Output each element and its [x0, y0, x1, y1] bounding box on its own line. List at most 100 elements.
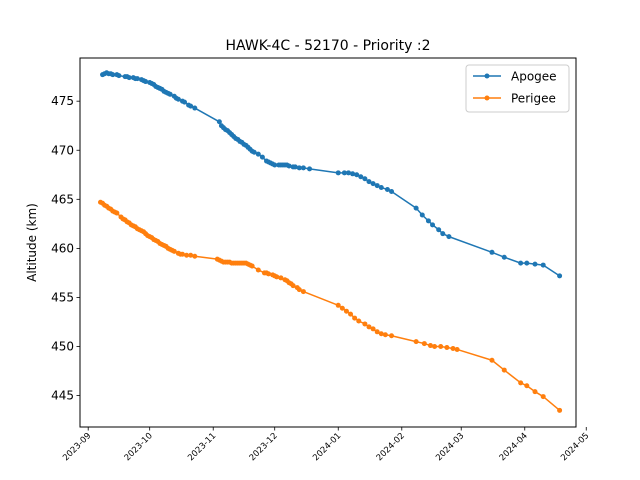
data-point-apogee	[175, 96, 181, 102]
data-point-apogee	[419, 212, 425, 218]
data-point-apogee	[489, 249, 495, 255]
data-point-perigee	[382, 332, 388, 338]
data-point-apogee	[425, 218, 431, 224]
data-point-perigee	[362, 321, 368, 327]
data-point-perigee	[184, 252, 190, 258]
data-point-apogee	[341, 170, 347, 176]
plot-area	[79, 57, 577, 428]
data-point-apogee	[524, 260, 530, 266]
y-tick-label: 460	[51, 241, 74, 255]
data-point-apogee	[362, 176, 368, 182]
data-point-perigee	[339, 305, 345, 311]
y-tick-label: 455	[51, 290, 74, 304]
data-point-perigee	[540, 394, 546, 400]
data-point-perigee	[489, 357, 495, 363]
data-point-apogee	[300, 165, 306, 171]
data-point-perigee	[296, 287, 302, 293]
data-point-apogee	[374, 183, 380, 189]
data-point-apogee	[366, 179, 372, 185]
data-point-apogee	[436, 227, 442, 233]
data-point-apogee	[358, 174, 364, 180]
legend: Apogee Perigee	[465, 64, 570, 113]
y-tick-label: 470	[51, 143, 74, 157]
data-point-perigee	[427, 343, 433, 349]
data-point-perigee	[557, 407, 563, 413]
data-point-perigee	[114, 210, 120, 216]
data-point-apogee	[350, 171, 356, 177]
data-point-apogee	[259, 154, 265, 160]
data-point-apogee	[501, 254, 507, 260]
data-point-perigee	[352, 315, 358, 321]
data-point-perigee	[192, 253, 198, 259]
data-point-perigee	[450, 345, 456, 351]
y-tick-label: 450	[51, 340, 74, 354]
data-point-apogee	[518, 260, 524, 266]
data-point-apogee	[116, 73, 122, 79]
data-point-apogee	[296, 165, 302, 171]
data-point-perigee	[532, 389, 538, 395]
legend-apogee-marker	[484, 73, 490, 79]
data-point-perigee	[188, 252, 194, 258]
data-point-apogee	[143, 79, 149, 85]
y-tick-label: 465	[51, 192, 74, 206]
y-tick-label: 445	[51, 389, 74, 403]
data-point-perigee	[171, 248, 177, 254]
chart-title: HAWK-4C - 52170 - Priority :2	[226, 38, 431, 54]
data-point-perigee	[389, 333, 395, 339]
data-point-perigee	[278, 275, 284, 281]
data-point-perigee	[438, 344, 444, 350]
data-point-perigee	[300, 289, 306, 295]
data-point-perigee	[413, 339, 419, 345]
data-point-perigee	[370, 326, 376, 332]
y-tick-label: 475	[51, 94, 74, 108]
legend-perigee-label: Perigee	[511, 92, 556, 106]
data-point-apogee	[216, 119, 222, 125]
data-point-apogee	[378, 185, 384, 191]
data-point-perigee	[266, 271, 272, 277]
data-point-apogee	[354, 172, 360, 178]
data-point-apogee	[389, 188, 395, 194]
data-point-perigee	[454, 346, 460, 352]
data-point-apogee	[446, 234, 452, 240]
data-point-apogee	[286, 163, 292, 169]
data-point-perigee	[290, 283, 296, 289]
data-point-perigee	[343, 308, 349, 314]
legend-perigee-marker	[484, 95, 490, 101]
data-point-perigee	[378, 331, 384, 337]
data-point-apogee	[182, 99, 188, 105]
data-point-apogee	[251, 149, 257, 155]
data-point-perigee	[255, 267, 261, 273]
data-point-perigee	[335, 302, 341, 308]
data-point-apogee	[335, 170, 341, 176]
data-point-apogee	[134, 76, 140, 82]
plot-frame	[79, 57, 577, 428]
data-point-apogee	[255, 151, 261, 157]
data-point-apogee	[188, 103, 194, 109]
data-point-perigee	[432, 344, 438, 350]
y-axis-label: Altitude (km)	[25, 203, 39, 282]
data-point-apogee	[532, 261, 538, 267]
data-point-apogee	[440, 231, 446, 237]
data-point-perigee	[518, 380, 524, 386]
data-point-apogee	[110, 72, 116, 78]
data-point-perigee	[374, 329, 380, 335]
data-point-apogee	[413, 205, 419, 211]
data-point-apogee	[370, 181, 376, 187]
data-point-apogee	[192, 105, 198, 111]
data-point-apogee	[307, 166, 313, 172]
y-axis: 445 450 455 460 465 470 475	[51, 94, 80, 403]
data-point-perigee	[249, 263, 255, 269]
data-point-perigee	[421, 341, 427, 347]
data-point-apogee	[346, 170, 351, 176]
data-point-apogee	[167, 91, 173, 97]
data-point-apogee	[292, 164, 298, 170]
legend-apogee-label: Apogee	[511, 70, 557, 84]
data-point-perigee	[348, 311, 354, 317]
data-point-apogee	[384, 187, 390, 193]
data-point-apogee	[126, 75, 132, 81]
data-point-perigee	[524, 383, 530, 389]
data-point-perigee	[444, 345, 450, 351]
data-point-apogee	[430, 222, 436, 228]
data-point-perigee	[356, 318, 362, 324]
